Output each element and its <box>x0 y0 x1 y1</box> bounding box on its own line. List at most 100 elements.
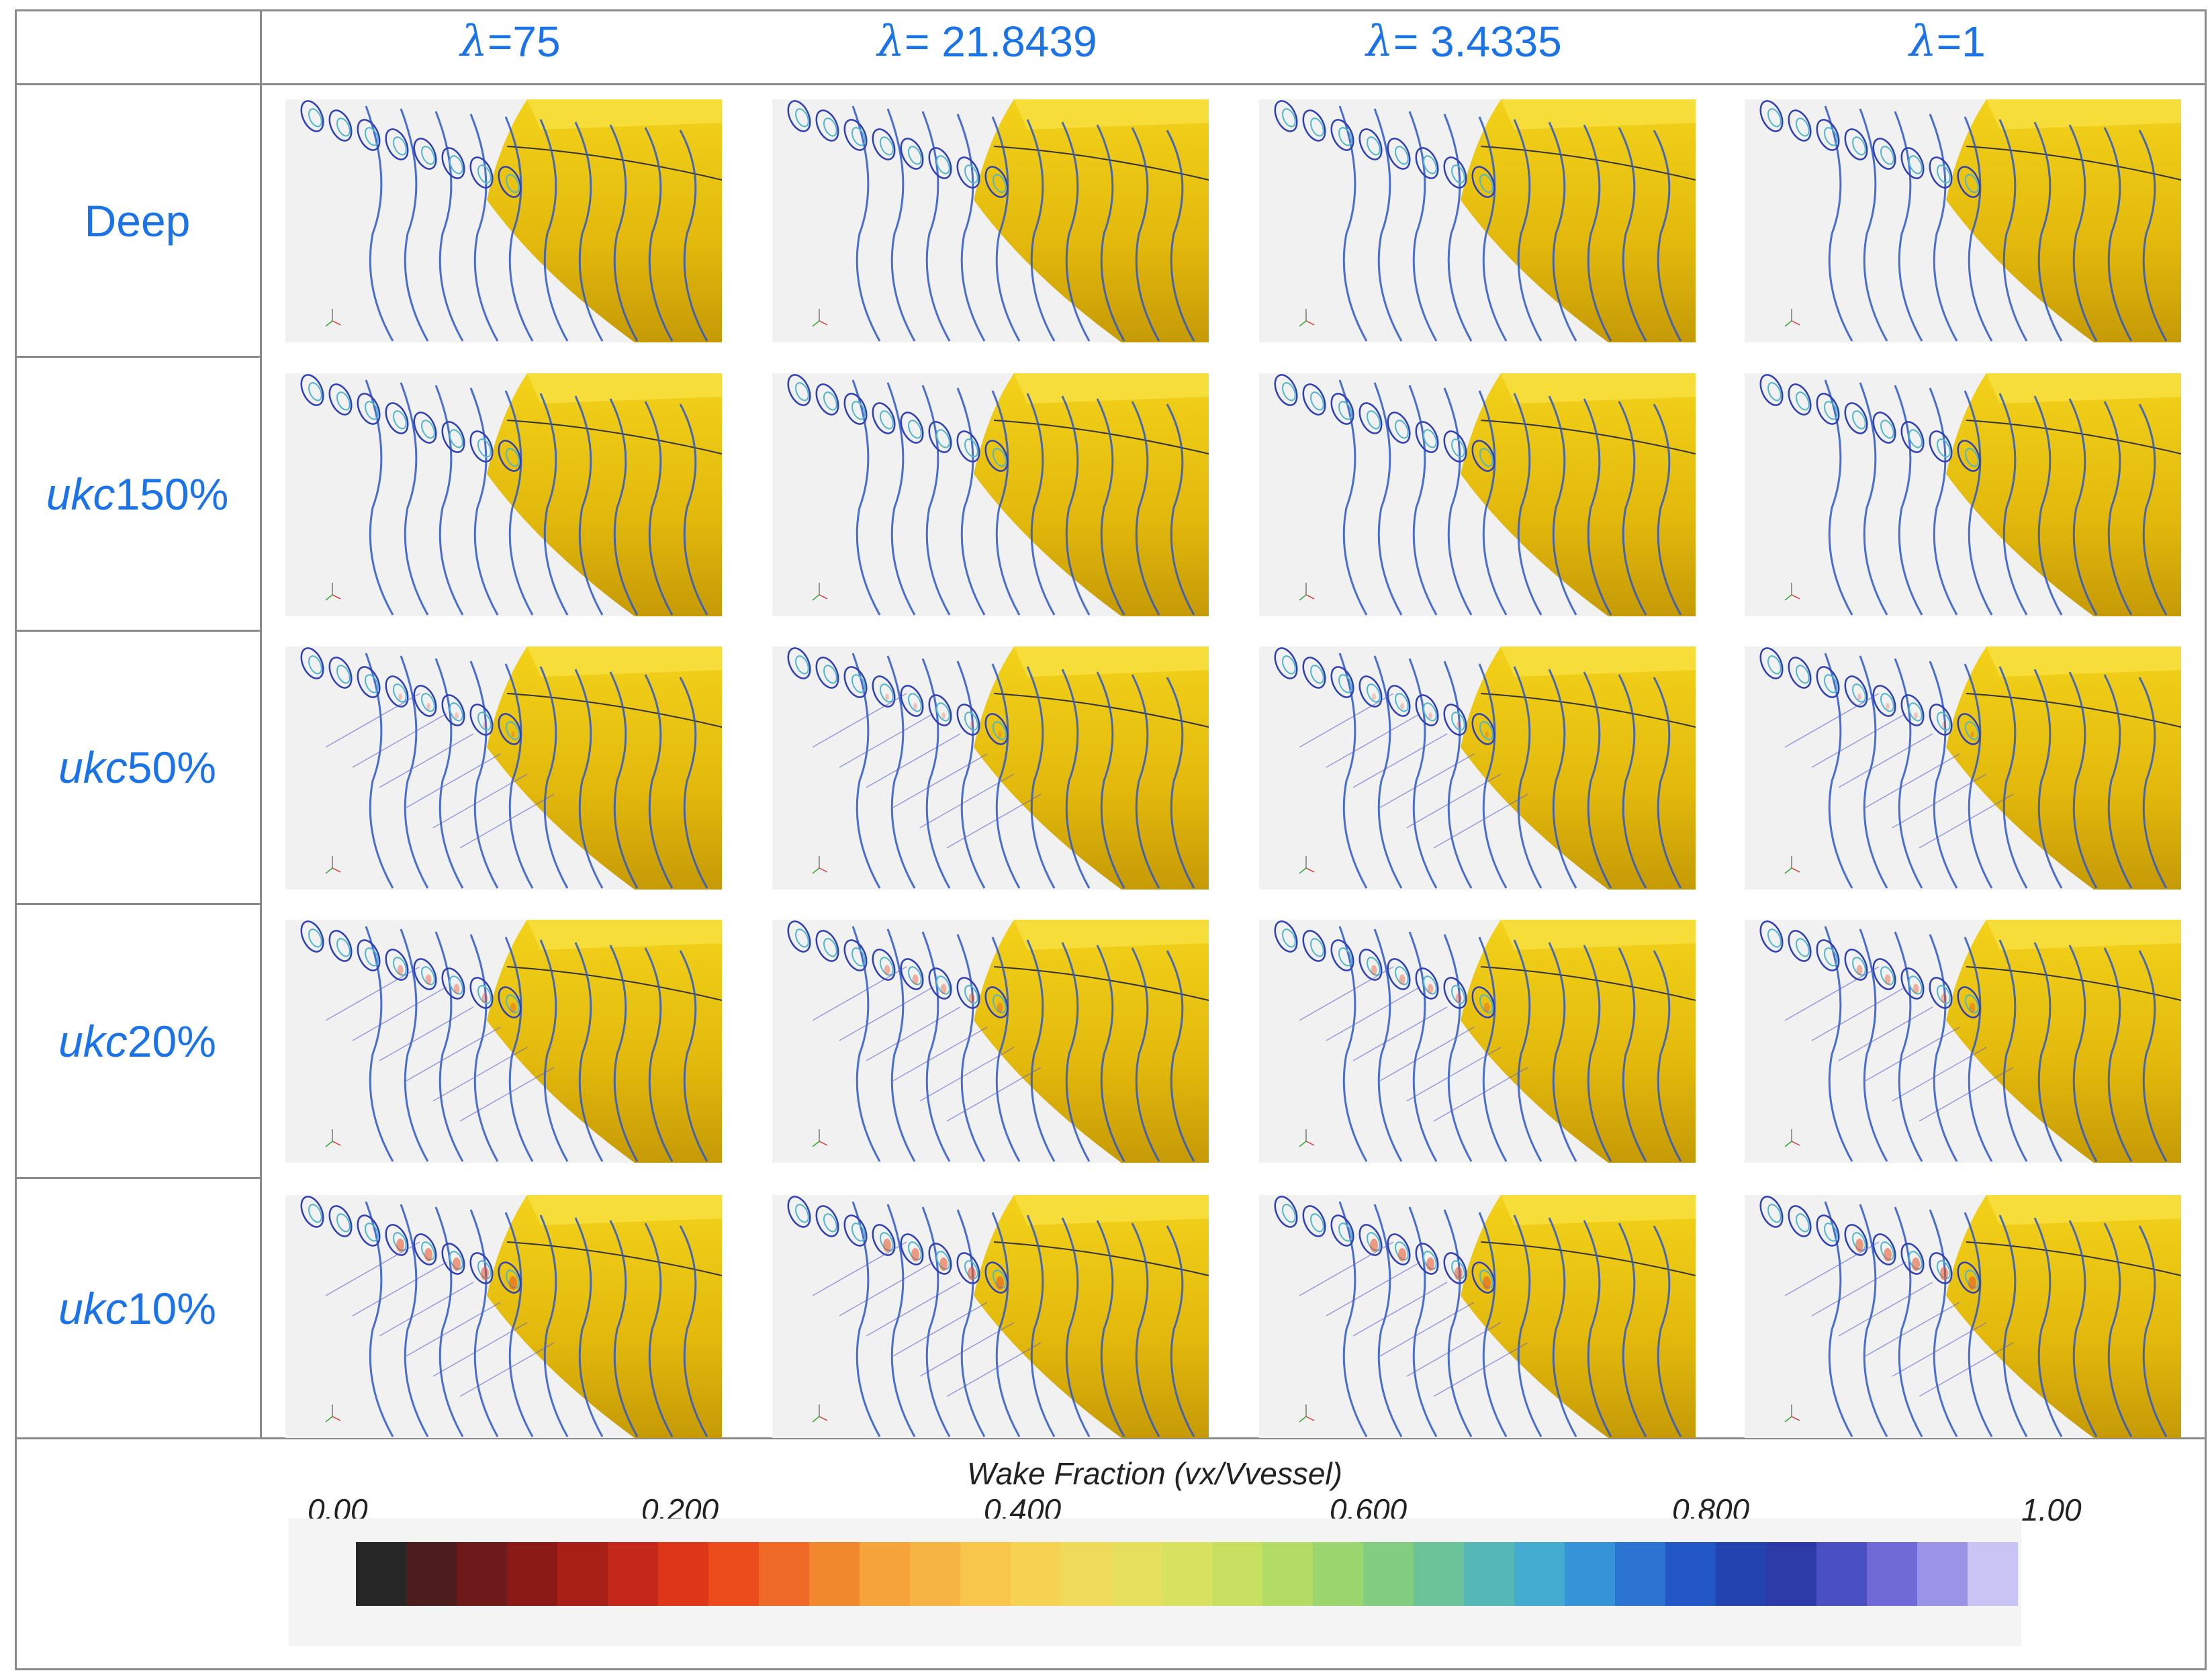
wake-streak-line <box>1865 1026 1960 1082</box>
section-contour-line <box>469 1209 499 1437</box>
vortex-contour <box>300 1196 324 1228</box>
section-contour-line <box>1061 122 1091 342</box>
vortex-contour-inner <box>449 1251 463 1270</box>
vortex-contour-inner <box>1423 1251 1437 1270</box>
wake-streak-line <box>1892 1322 1987 1377</box>
section-contour-line <box>574 942 604 1162</box>
axis-triad <box>819 594 828 600</box>
section-contour-line <box>1373 382 1403 616</box>
wake-streak-line <box>459 1067 555 1122</box>
section-contour-line <box>1131 947 1160 1162</box>
wake-streak-line <box>325 1241 420 1296</box>
hull-waterline <box>993 693 1209 728</box>
wake-streak-line <box>812 1241 907 1296</box>
vortex-contour-inner <box>1880 420 1894 439</box>
vortex-contour-inner <box>477 1260 492 1280</box>
wake-streak-line <box>379 733 474 788</box>
hull-deck <box>1986 647 2181 677</box>
axis-triad <box>325 1141 333 1147</box>
section-contour-line <box>1096 124 1125 342</box>
wake-streak-line <box>1784 693 1880 748</box>
hull-surface <box>1461 920 1696 1163</box>
section-contour-line <box>1998 119 2028 342</box>
section-contour-line <box>609 398 639 616</box>
vortex-contour <box>956 977 980 1009</box>
wake-plot-deep-lambda-21 <box>772 99 1209 342</box>
row-header-ukc10: ukc 10% <box>15 1179 260 1437</box>
axis-triad <box>332 594 341 600</box>
wake-hotspot <box>1942 722 1946 728</box>
vortex-contour-inner <box>506 174 520 193</box>
vortex-contour <box>1358 1224 1383 1256</box>
wake-streak-line <box>459 1342 555 1397</box>
section-contour-line <box>644 947 674 1162</box>
vortex-contour <box>1929 430 1953 463</box>
vortex-contour <box>1302 383 1326 416</box>
axis-triad <box>332 867 341 873</box>
section-contour-line <box>1859 382 1888 616</box>
section-contour-line <box>1929 661 1958 889</box>
section-contour-line <box>679 677 708 889</box>
vortex-contour <box>385 675 409 708</box>
wake-hotspot <box>1970 731 1974 738</box>
wake-streak-line <box>946 1067 1042 1122</box>
wake-hotspot <box>1427 984 1434 994</box>
vortex-contour-inner <box>1767 1204 1782 1223</box>
vortex-contour <box>843 393 868 425</box>
axis-triad <box>812 594 820 601</box>
section-contour-line <box>1618 401 1647 616</box>
vortex-contour-inner <box>851 947 866 967</box>
vortex-contour <box>1274 647 1298 679</box>
wake-streak-line <box>352 986 447 1041</box>
colorbar-segment <box>1514 1542 1565 1606</box>
row-header-italic: ukc <box>58 743 128 792</box>
vortex-contour <box>328 657 353 689</box>
axis-triad <box>1791 320 1800 326</box>
colorbar-segment <box>809 1542 860 1606</box>
section-contour-line <box>921 111 951 342</box>
section-contour-line <box>1408 111 1438 342</box>
section-contour-line <box>574 395 604 616</box>
vortex-contour <box>1929 977 1953 1009</box>
vortex-contour-inner <box>1367 136 1381 156</box>
hull-waterline <box>506 146 722 181</box>
vortex-contour <box>900 138 924 170</box>
vortex-contour <box>1872 138 1896 170</box>
vortex-contour-inner <box>964 164 978 184</box>
vortex-contour <box>1330 119 1354 151</box>
wake-plot-deep-lambda-75 <box>285 99 722 342</box>
vortex-contour <box>1759 374 1784 406</box>
wake-streak-line <box>1811 713 1906 768</box>
vortex-contour <box>1330 939 1354 971</box>
lambda-symbol: λ <box>1909 17 1937 66</box>
vortex-contour <box>1358 949 1383 981</box>
axis-triad <box>1305 867 1315 873</box>
vortex-contour-inner <box>336 938 351 957</box>
vortex-contour <box>1358 128 1383 160</box>
vortex-contour-inner <box>1824 1223 1838 1242</box>
section-contour-line <box>2033 1217 2063 1437</box>
vortex-contour-inner <box>477 712 492 731</box>
section-contour-line <box>886 928 916 1162</box>
vortex-contour <box>984 440 1009 472</box>
row-header-italic: ukc <box>46 469 116 519</box>
section-contour-line <box>679 130 708 342</box>
hull-deck <box>1501 1195 1696 1225</box>
vortex-contour <box>357 119 381 151</box>
hull-deck <box>1501 920 1696 950</box>
section-contour-line <box>1408 1206 1438 1437</box>
vortex-contour-inner <box>823 1213 837 1233</box>
section-contour-line <box>1373 108 1403 342</box>
vortex-contour <box>1844 402 1868 434</box>
section-contour-line <box>1548 942 1577 1162</box>
vortex-contour <box>300 100 324 132</box>
hull-surface <box>487 99 722 342</box>
section-contour-line <box>1894 111 1923 342</box>
section-contour-line <box>1998 393 2028 616</box>
vortex-contour-inner <box>1852 957 1866 976</box>
section-contour-line <box>1618 1223 1647 1437</box>
section-contour-line <box>2068 945 2098 1162</box>
section-contour-line <box>2103 127 2133 342</box>
section-contour-line <box>574 122 604 342</box>
section-contour-line <box>504 390 534 616</box>
